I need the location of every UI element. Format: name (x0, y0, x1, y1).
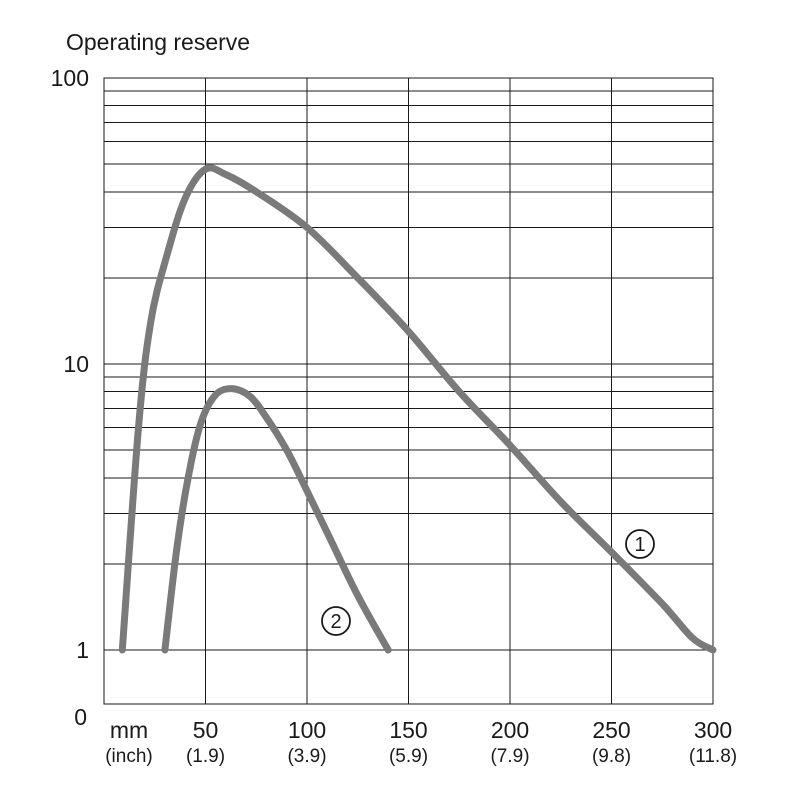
x-axis-unit-label: mm (110, 717, 148, 743)
x-axis-unit-sublabel: (inch) (105, 746, 153, 767)
series-marker-circle-2 (321, 606, 351, 636)
series-line-1 (118, 164, 717, 654)
x-tick-sublabel: (5.9) (389, 746, 428, 767)
x-tick-sublabel: (1.9) (186, 746, 225, 767)
x-tick-label: 150 (389, 717, 427, 743)
x-tick-sublabel: (9.8) (592, 746, 631, 767)
x-tick-label: 100 (288, 717, 326, 743)
x-tick-sublabel: (7.9) (490, 746, 529, 767)
x-tick-sublabel: (11.8) (689, 746, 737, 767)
y-tick-label: 10 (63, 351, 89, 377)
x-tick-label: 50 (193, 717, 219, 743)
y-tick-label: 100 (51, 65, 89, 91)
x-tick-label: 200 (491, 717, 529, 743)
series-markers: 12 (321, 529, 655, 636)
grid (103, 77, 714, 705)
x-axis-ticks: 50 (1.9) 100 (3.9) 150 (5.9) 200 (7.9) 250 (9.8) 3… (186, 717, 737, 767)
series-marker-label-1: 1 (634, 534, 645, 556)
series-marker-label-2: 2 (330, 611, 341, 633)
x-tick-label: 300 (694, 717, 732, 743)
y-axis-ticks: 100 10 1 (51, 65, 89, 663)
series-line-2 (161, 385, 392, 654)
chart-title: Operating reserve (66, 29, 250, 55)
series-layer (118, 164, 717, 654)
y-tick-label: 1 (76, 637, 89, 663)
x-tick-label: 250 (592, 717, 630, 743)
x-tick-sublabel: (3.9) (287, 746, 326, 767)
y-axis-zero-label: 0 (74, 704, 87, 730)
series-marker-circle-1 (625, 529, 655, 559)
